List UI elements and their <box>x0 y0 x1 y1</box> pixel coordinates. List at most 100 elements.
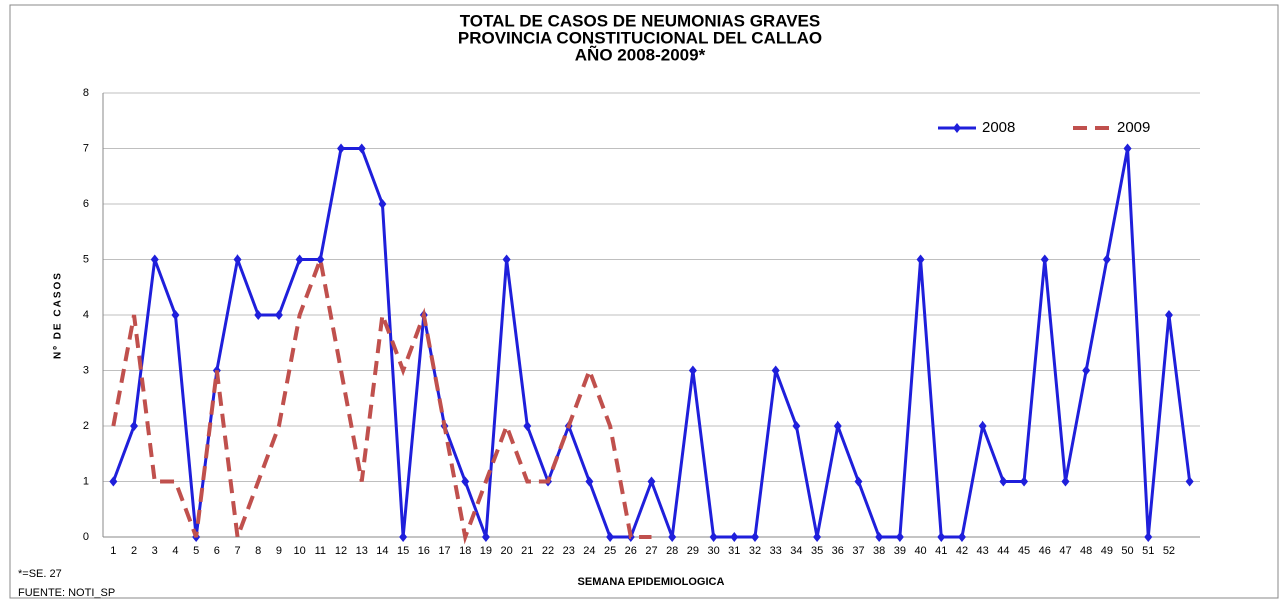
data-point <box>999 476 1008 487</box>
x-tick-label: 7 <box>234 545 240 557</box>
x-tick-label: 30 <box>707 545 719 557</box>
x-tick-label: 42 <box>956 545 968 557</box>
data-point <box>1123 143 1132 154</box>
legend-label: 2008 <box>982 119 1015 136</box>
data-point <box>1082 365 1091 376</box>
x-tick-label: 20 <box>500 545 512 557</box>
data-point <box>1040 254 1049 265</box>
data-point <box>171 310 180 320</box>
x-tick-label: 52 <box>1163 545 1175 557</box>
y-tick-label: 6 <box>83 198 89 210</box>
data-point <box>357 143 366 154</box>
x-tick-label: 37 <box>852 545 864 557</box>
data-point <box>1061 476 1070 487</box>
x-tick-label: 10 <box>294 545 306 557</box>
data-point <box>295 254 304 265</box>
data-point <box>254 310 263 320</box>
data-point <box>337 143 346 154</box>
x-tick-label: 1 <box>110 545 116 557</box>
x-tick-label: 23 <box>563 545 575 557</box>
x-tick-label: 43 <box>977 545 989 557</box>
y-tick-label: 5 <box>83 253 89 265</box>
x-tick-label: 31 <box>728 545 740 557</box>
y-tick-label: 2 <box>83 420 89 432</box>
y-tick-label: 3 <box>83 364 89 376</box>
x-tick-label: 46 <box>1039 545 1051 557</box>
data-point <box>1185 476 1194 487</box>
data-point <box>606 532 615 542</box>
x-tick-label: 3 <box>152 545 158 557</box>
data-point <box>688 365 697 376</box>
y-tick-label: 8 <box>83 87 89 99</box>
x-tick-label: 36 <box>832 545 844 557</box>
x-tick-label: 39 <box>894 545 906 557</box>
data-point <box>399 532 408 542</box>
x-tick-label: 21 <box>521 545 533 557</box>
legend-label: 2009 <box>1117 119 1150 136</box>
x-tick-label: 12 <box>335 545 347 557</box>
x-tick-label: 47 <box>1059 545 1071 557</box>
data-point <box>150 254 159 265</box>
x-tick-label: 28 <box>666 545 678 557</box>
x-tick-label: 8 <box>255 545 261 557</box>
y-tick-label: 1 <box>83 475 89 487</box>
x-axis-title: SEMANA EPIDEMIOLOGICA <box>578 576 725 588</box>
data-point <box>1144 532 1153 542</box>
data-point <box>502 254 511 265</box>
data-point <box>854 476 863 487</box>
data-point <box>937 532 946 542</box>
data-point <box>481 532 490 542</box>
data-point <box>585 476 594 487</box>
x-tick-label: 45 <box>1018 545 1030 557</box>
x-tick-label: 19 <box>480 545 492 557</box>
x-tick-label: 25 <box>604 545 616 557</box>
legend-marker <box>953 123 961 133</box>
data-point <box>875 532 884 542</box>
data-point <box>378 199 387 209</box>
x-tick-label: 18 <box>459 545 471 557</box>
series-line <box>111 252 652 545</box>
x-tick-label: 35 <box>811 545 823 557</box>
x-tick-label: 13 <box>356 545 368 557</box>
data-point <box>647 476 656 487</box>
data-point <box>750 532 759 542</box>
x-tick-label: 29 <box>687 545 699 557</box>
data-point <box>668 532 677 542</box>
data-point <box>730 532 739 542</box>
data-point <box>274 310 283 320</box>
footnote: *=SE. 27 <box>18 568 62 580</box>
x-tick-label: 26 <box>625 545 637 557</box>
x-tick-label: 49 <box>1101 545 1113 557</box>
data-point <box>1102 254 1111 265</box>
x-tick-label: 14 <box>376 545 388 557</box>
x-tick-label: 5 <box>193 545 199 557</box>
data-point <box>461 476 470 487</box>
x-tick-label: 32 <box>749 545 761 557</box>
data-point <box>792 421 801 431</box>
data-point <box>771 365 780 376</box>
x-tick-label: 4 <box>172 545 178 557</box>
x-tick-label: 27 <box>645 545 657 557</box>
data-point <box>316 254 325 265</box>
chart-title: PROVINCIA CONSTITUCIONAL DEL CALLAO <box>458 28 822 47</box>
x-tick-label: 22 <box>542 545 554 557</box>
x-tick-label: 6 <box>214 545 220 557</box>
x-tick-label: 50 <box>1121 545 1133 557</box>
chart-title: TOTAL DE CASOS DE NEUMONIAS GRAVES <box>460 11 821 30</box>
data-point <box>1164 310 1173 320</box>
data-point <box>109 476 118 487</box>
x-tick-label: 44 <box>997 545 1009 557</box>
x-tick-label: 41 <box>935 545 947 557</box>
data-point <box>709 532 718 542</box>
y-tick-label: 4 <box>83 309 89 321</box>
x-tick-label: 15 <box>397 545 409 557</box>
footnote: FUENTE: NOTI_SP <box>18 587 115 599</box>
y-axis-title: Nº DE CASOS <box>53 271 64 359</box>
x-tick-label: 9 <box>276 545 282 557</box>
data-point <box>957 532 966 542</box>
y-tick-label: 0 <box>83 531 89 543</box>
x-tick-label: 48 <box>1080 545 1092 557</box>
data-point <box>130 421 139 431</box>
data-point <box>895 532 904 542</box>
